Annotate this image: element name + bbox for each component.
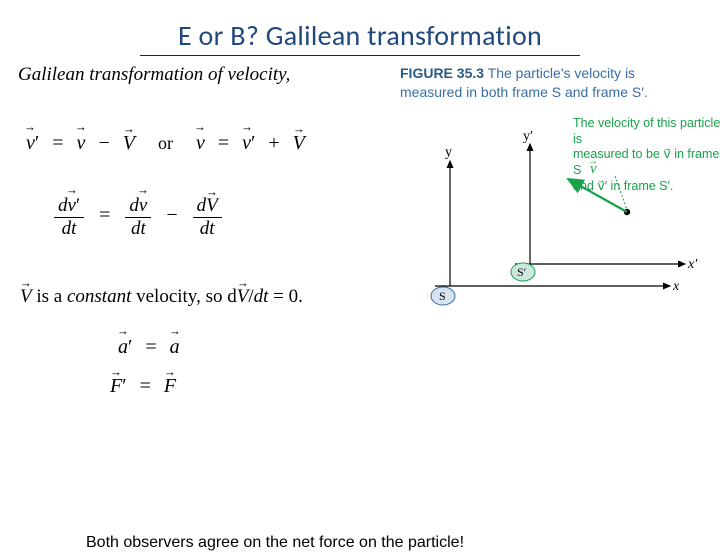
- diagram-annotation: The velocity of this particle is measure…: [573, 116, 720, 194]
- svg-text:S: S: [439, 289, 446, 303]
- figure-number: FIGURE 35.3: [400, 65, 484, 81]
- title-underline: [140, 55, 580, 56]
- reference-frames-diagram: The velocity of this particle is measure…: [395, 116, 705, 336]
- galilean-label: Galilean transformation of velocity,: [18, 64, 378, 86]
- equations-column: Galilean transformation of velocity, v′ …: [18, 64, 378, 398]
- equation-constant-velocity: V is a constant velocity, so dV/dt = 0.: [20, 284, 378, 308]
- svg-text:x: x: [672, 279, 680, 294]
- equation-force: F′ = F: [110, 373, 378, 398]
- content-area: Galilean transformation of velocity, v′ …: [0, 64, 720, 524]
- slide-title: E or B? Galilean transformation: [0, 0, 720, 55]
- figure-caption: FIGURE 35.3 The particle's velocity is m…: [400, 64, 700, 102]
- svg-text:S′: S′: [517, 265, 527, 279]
- svg-text:x′: x′: [687, 257, 698, 272]
- conclusion-text: Both observers agree on the net force on…: [86, 534, 464, 552]
- equation-derivative: dv′ dt = dv dt − dV dt: [52, 193, 378, 240]
- svg-text:y: y: [445, 145, 452, 160]
- equation-acceleration: a′ = a: [118, 334, 378, 359]
- svg-text:y′: y′: [523, 129, 533, 144]
- equation-velocity-transform: v′ = v − V or v = v′ + V: [26, 130, 378, 155]
